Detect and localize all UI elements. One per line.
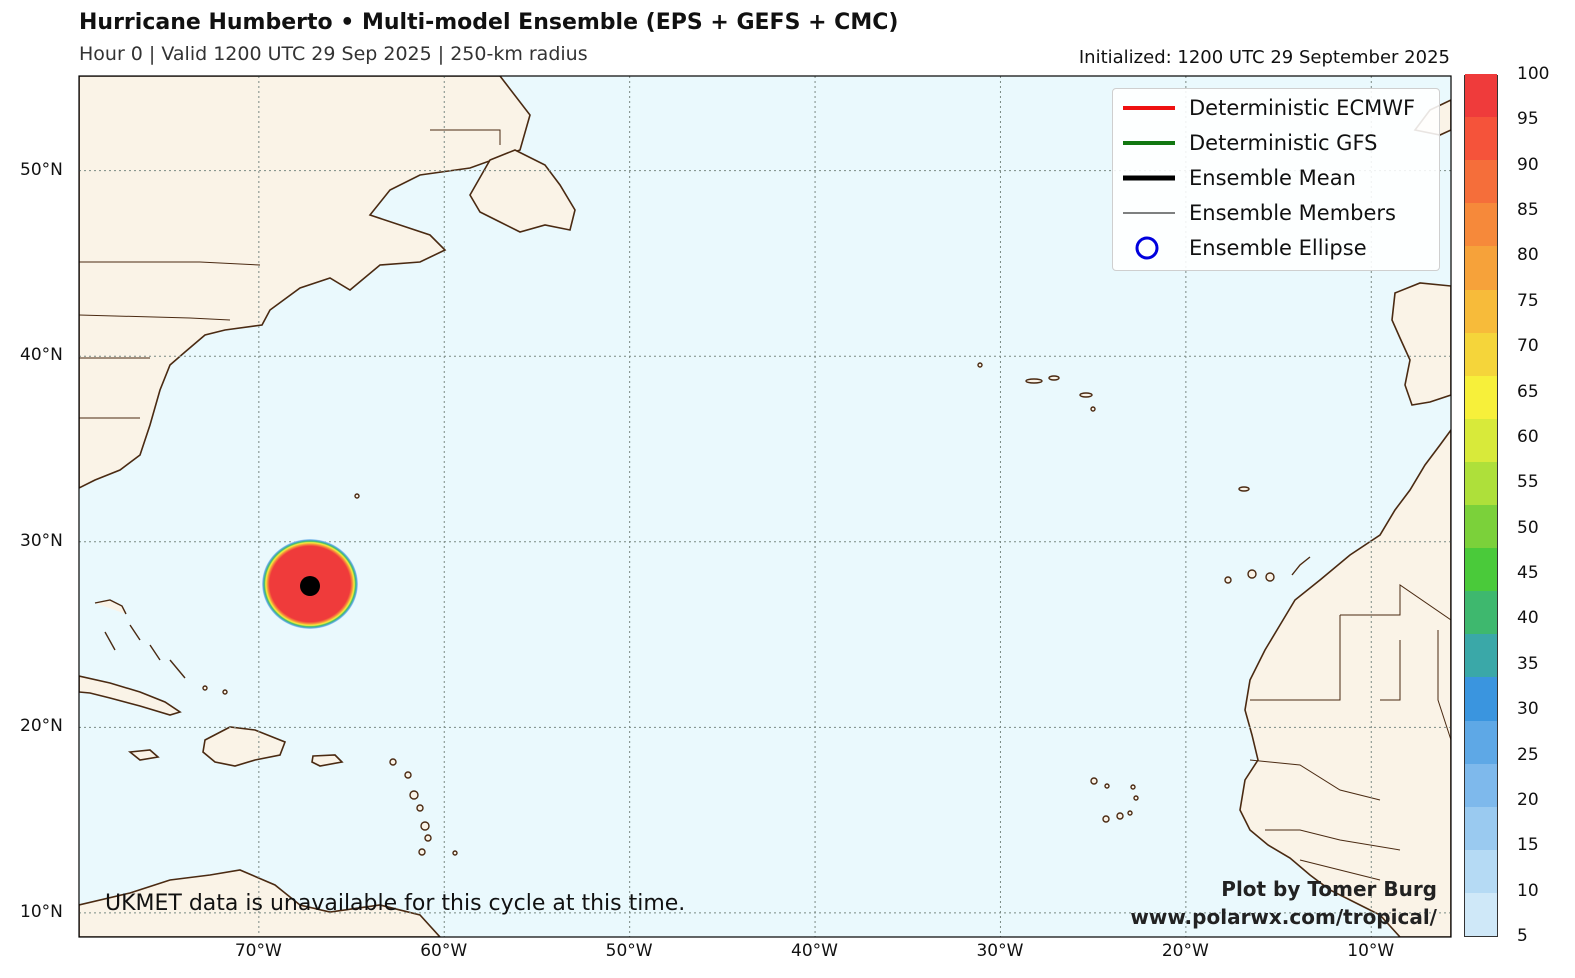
borders bbox=[79, 129, 1451, 881]
colorbar-tick-label: 15 bbox=[1517, 835, 1539, 856]
colorbar-segment bbox=[1465, 332, 1497, 376]
legend: Deterministic ECMWF Deterministic GFS En… bbox=[1112, 88, 1440, 271]
lesser-antilles bbox=[389, 758, 458, 856]
jamaica bbox=[127, 749, 160, 761]
colorbar-segment bbox=[1465, 763, 1497, 807]
colorbar-segment bbox=[1465, 892, 1497, 936]
madeira bbox=[1238, 486, 1250, 492]
legend-label: Ensemble Ellipse bbox=[1189, 236, 1367, 260]
colorbar-tick-label: 5 bbox=[1517, 926, 1528, 946]
initialized-time: Initialized: 1200 UTC 29 September 2025 bbox=[1078, 47, 1450, 68]
bahamas bbox=[94, 599, 228, 695]
puerto-rico bbox=[311, 754, 344, 767]
colorbar-segment bbox=[1465, 375, 1497, 419]
colorbar-segment bbox=[1465, 245, 1497, 290]
lon-label: 40°W bbox=[791, 941, 838, 961]
lat-label: 10°N bbox=[20, 901, 63, 922]
legend-item-gfs: Deterministic GFS bbox=[1113, 128, 1439, 158]
colorbar-segment bbox=[1465, 289, 1497, 333]
red-line-icon bbox=[1123, 106, 1175, 110]
legend-item-ensemble-mean: Ensemble Mean bbox=[1113, 163, 1439, 193]
colorbar-segment bbox=[1465, 720, 1497, 764]
black-thin-line-icon bbox=[1123, 212, 1175, 214]
colorbar-segment bbox=[1465, 418, 1497, 462]
lon-label: 70°W bbox=[234, 941, 282, 961]
chart-title: Hurricane Humberto • Multi-model Ensembl… bbox=[79, 10, 899, 35]
colorbar-segment bbox=[1465, 461, 1497, 505]
hispaniola bbox=[202, 726, 287, 767]
colorbar-tick-label: 50 bbox=[1517, 517, 1539, 538]
ukmet-note: UKMET data is unavailable for this cycle… bbox=[105, 891, 686, 916]
lon-label: 10°W bbox=[1347, 941, 1395, 961]
black-thick-line-icon bbox=[1123, 175, 1175, 181]
colorbar-segment bbox=[1465, 202, 1497, 247]
colorbar-tick-label: 75 bbox=[1517, 290, 1539, 311]
green-line-icon bbox=[1123, 141, 1175, 145]
colorbar-segment bbox=[1465, 159, 1497, 204]
lat-label: 50°N bbox=[20, 159, 63, 180]
colorbar-tick-label: 60 bbox=[1517, 426, 1539, 447]
colorbar-tick-label: 40 bbox=[1517, 608, 1539, 629]
colorbar-segment bbox=[1465, 806, 1497, 850]
lat-label: 40°N bbox=[20, 345, 63, 366]
gridlines bbox=[79, 76, 1451, 937]
map-frame bbox=[78, 75, 1452, 938]
colorbar-segment bbox=[1465, 504, 1497, 549]
colorbar-segment bbox=[1465, 73, 1497, 118]
canary-islands bbox=[1224, 556, 1311, 584]
north-america-land bbox=[79, 76, 531, 489]
credit: Plot by Tomer Burg www.polarwx.com/tropi… bbox=[1130, 875, 1437, 931]
azores bbox=[977, 362, 1096, 412]
legend-label: Deterministic ECMWF bbox=[1189, 96, 1416, 120]
colorbar-tick-label: 90 bbox=[1517, 154, 1539, 175]
landmasses bbox=[79, 76, 1451, 937]
colorbar-segment bbox=[1465, 116, 1497, 161]
lon-label: 20°W bbox=[1161, 941, 1209, 961]
legend-label: Ensemble Mean bbox=[1189, 166, 1356, 190]
colorbar bbox=[1464, 73, 1498, 937]
colorbar-segment bbox=[1465, 676, 1497, 721]
lon-label: 30°W bbox=[976, 941, 1024, 961]
colorbar-tick-label: 85 bbox=[1517, 200, 1539, 221]
colorbar-tick-label: 10 bbox=[1517, 880, 1539, 901]
colorbar-segment bbox=[1465, 849, 1497, 893]
colorbar-segment bbox=[1465, 590, 1497, 635]
colorbar-tick-label: 35 bbox=[1517, 653, 1539, 674]
colorbar-segment bbox=[1465, 547, 1497, 592]
colorbar-tick-label: 20 bbox=[1517, 789, 1539, 810]
bermuda bbox=[354, 493, 360, 499]
legend-item-ecmwf: Deterministic ECMWF bbox=[1113, 93, 1439, 123]
legend-item-ensemble-members: Ensemble Members bbox=[1113, 198, 1439, 228]
newfoundland bbox=[469, 149, 576, 233]
africa bbox=[1239, 428, 1451, 937]
colorbar-tick-label: 45 bbox=[1517, 563, 1539, 584]
blue-circle-icon bbox=[1135, 236, 1159, 260]
cuba bbox=[79, 675, 182, 716]
legend-label: Ensemble Members bbox=[1189, 201, 1396, 225]
colorbar-tick-label: 95 bbox=[1517, 109, 1539, 130]
colorbar-tick-label: 30 bbox=[1517, 699, 1539, 720]
colorbar-tick-label: 55 bbox=[1517, 472, 1539, 493]
lat-label: 30°N bbox=[20, 530, 63, 551]
credit-url: www.polarwx.com/tropical/ bbox=[1130, 905, 1437, 929]
legend-label: Deterministic GFS bbox=[1189, 131, 1378, 155]
colorbar-tick-label: 65 bbox=[1517, 381, 1539, 402]
credit-author: Plot by Tomer Burg bbox=[1221, 877, 1437, 901]
south-america bbox=[79, 869, 442, 937]
colorbar-tick-label: 100 bbox=[1517, 64, 1550, 84]
colorbar-segment bbox=[1465, 633, 1497, 678]
colorbar-tick-label: 25 bbox=[1517, 744, 1539, 765]
lat-label: 20°N bbox=[20, 716, 63, 737]
chart-subtitle: Hour 0 | Valid 1200 UTC 29 Sep 2025 | 25… bbox=[79, 43, 588, 65]
colorbar-tick-label: 80 bbox=[1517, 245, 1539, 266]
legend-item-ensemble-ellipse: Ensemble Ellipse bbox=[1113, 233, 1439, 263]
iberia bbox=[1391, 282, 1451, 406]
colorbar-tick-label: 70 bbox=[1517, 336, 1539, 357]
lon-label: 60°W bbox=[420, 941, 468, 961]
ensemble-mean-position bbox=[300, 576, 320, 596]
cape-verde bbox=[1090, 777, 1139, 823]
lon-label: 50°W bbox=[605, 941, 653, 961]
